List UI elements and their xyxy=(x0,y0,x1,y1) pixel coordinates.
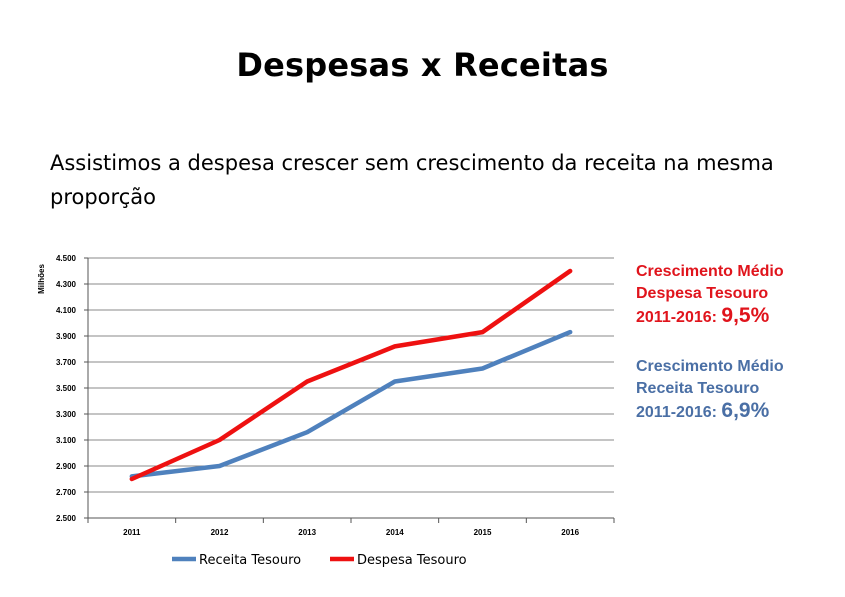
y-tick-label: 3.700 xyxy=(56,358,77,367)
x-tick-label: 2013 xyxy=(298,528,316,537)
note-receita-rate: 2011-2016: 6,9% xyxy=(636,400,836,424)
y-tick-label: 3.900 xyxy=(56,332,77,341)
slide-subtitle: Assistimos a despesa crescer sem crescim… xyxy=(50,151,774,209)
legend-label: Receita Tesouro xyxy=(199,553,301,568)
x-tick-label: 2015 xyxy=(474,528,492,537)
y-tick-label: 3.100 xyxy=(56,436,77,445)
note-despesa: Crescimento Médio Despesa Tesouro 2011-2… xyxy=(636,261,836,329)
y-tick-label: 4.300 xyxy=(56,280,77,289)
x-tick-label: 2012 xyxy=(211,528,229,537)
chart-axes: 2.500 2.700 2.900 3.100 3.300 3.500 3.700 3.900… xyxy=(37,254,615,537)
slide-title: Despesas x Receitas xyxy=(236,46,609,84)
note-despesa-rate: 2011-2016: 9,5% xyxy=(636,305,836,329)
chart-legend: Receita Tesouro Despesa Tesouro xyxy=(172,553,467,568)
note-despesa-pct: 9,5% xyxy=(721,304,770,327)
legend-label: Despesa Tesouro xyxy=(357,553,467,568)
note-receita-period: 2011-2016: xyxy=(636,404,717,421)
chart-series xyxy=(129,268,573,482)
y-tick-label: 2.500 xyxy=(56,514,77,523)
chart-gridlines xyxy=(88,257,614,519)
y-tick-label: 2.700 xyxy=(56,488,77,497)
note-receita-line1: Crescimento Médio xyxy=(636,358,784,375)
y-tick-label: 4.500 xyxy=(56,254,77,263)
x-tick-label: 2011 xyxy=(123,528,141,537)
series-line-receita-tesouro xyxy=(129,329,573,479)
note-despesa-period: 2011-2016: xyxy=(636,309,717,326)
note-receita-pct: 6,9% xyxy=(721,399,770,422)
y-tick-label: 2.900 xyxy=(56,462,77,471)
x-tick-label: 2016 xyxy=(561,528,579,537)
note-receita: Crescimento Médio Receita Tesouro 2011-2… xyxy=(636,356,836,424)
note-receita-line2: Receita Tesouro xyxy=(636,380,760,397)
y-tick-label: 3.500 xyxy=(56,384,77,393)
note-despesa-line2: Despesa Tesouro xyxy=(636,285,769,302)
y-tick-label: 4.100 xyxy=(56,306,77,315)
series-line-despesa-tesouro xyxy=(129,268,573,482)
y-axis-label: Milhões xyxy=(37,264,46,294)
x-tick-label: 2014 xyxy=(386,528,404,537)
note-despesa-line1: Crescimento Médio xyxy=(636,263,784,280)
y-tick-label: 3.300 xyxy=(56,410,77,419)
